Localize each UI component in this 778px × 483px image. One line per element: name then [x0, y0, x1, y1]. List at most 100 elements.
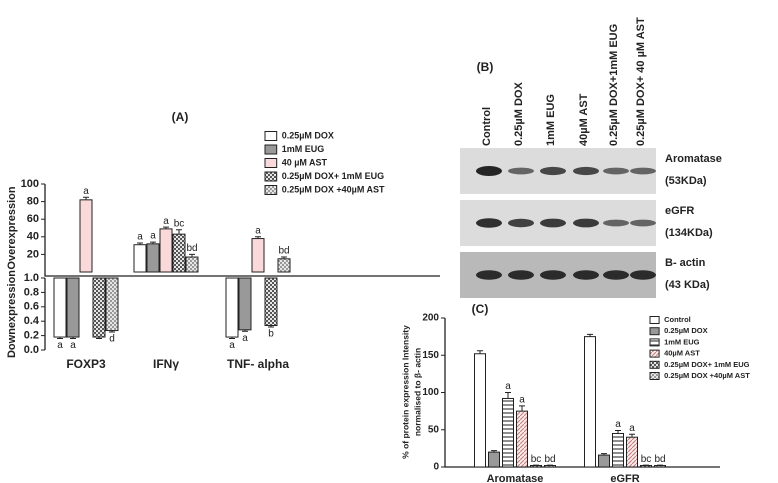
- bar: [474, 353, 486, 468]
- bar: [488, 451, 500, 468]
- lane-label: 0.25µM DOX: [513, 82, 525, 146]
- legend-label: 1mM EUG: [282, 144, 325, 154]
- legend-swatch: [264, 171, 278, 182]
- bar: [654, 465, 666, 468]
- significance-letter: a: [519, 395, 525, 406]
- x-tick-label: IFNγ: [153, 357, 179, 371]
- error-bar: [229, 337, 235, 339]
- legend-swatch: [264, 144, 278, 155]
- significance-letter: d: [109, 334, 115, 345]
- y-tick-label: 50: [428, 424, 440, 435]
- y-tick-label: 80: [27, 196, 39, 208]
- y-tick-label: 0.6: [24, 301, 39, 313]
- blot-band: [508, 218, 534, 228]
- error-bar: [57, 337, 63, 339]
- y-tick-label: 0.8: [24, 286, 39, 298]
- legend-label: Control: [664, 315, 691, 324]
- significance-letter: a: [70, 340, 76, 351]
- bar: [79, 199, 93, 273]
- y-tick-label: 0: [433, 462, 439, 473]
- bar: [264, 277, 278, 327]
- bar: [105, 277, 119, 332]
- significance-letter: a: [229, 340, 235, 351]
- bar: [251, 238, 265, 273]
- blot-band: [603, 270, 629, 280]
- error-bar: [615, 429, 621, 434]
- significance-letter: a: [150, 231, 156, 242]
- bar: [516, 410, 528, 468]
- bar: [612, 432, 624, 468]
- bar: [172, 233, 186, 273]
- legend-label: 40µM AST: [664, 349, 700, 358]
- bar: [544, 465, 556, 468]
- legend-swatch: [264, 158, 278, 168]
- y-tick-label: 100: [21, 178, 39, 190]
- significance-letter: bc: [641, 454, 652, 465]
- y-tick-label: 100: [422, 387, 439, 398]
- lane-label: Control: [481, 107, 493, 146]
- error-bar: [491, 450, 497, 453]
- panel-b-title: (B): [477, 60, 494, 74]
- y-tick-label: 0.0: [24, 344, 39, 356]
- y-axis-title: % of protein expression Intensity: [400, 325, 410, 459]
- bar: [277, 258, 291, 273]
- legend-label: 0.25µM DOX+ 1mM EUG: [282, 171, 384, 181]
- blot-band: [476, 218, 502, 228]
- x-tick-label: FOXP3: [66, 357, 106, 371]
- blot-band: [630, 167, 656, 175]
- x-tick-label: TNF- alpha: [227, 357, 289, 371]
- significance-letter: bd: [278, 246, 289, 257]
- legend-label: 0.25µM DOX+ 1mM EUG: [664, 360, 750, 369]
- error-bar: [601, 453, 607, 456]
- legend-label: 1mM EUG: [664, 337, 700, 346]
- panel-a-title: (A): [172, 110, 189, 124]
- blot-band: [630, 270, 656, 280]
- significance-letter: a: [505, 381, 511, 392]
- y-tick-label: 0.2: [24, 330, 39, 342]
- lane-label: 1mM EUG: [545, 94, 557, 146]
- error-bar: [189, 253, 195, 258]
- y-tick-label: 0.4: [24, 315, 40, 327]
- error-bar: [505, 392, 511, 399]
- row-size: (134KDa): [665, 227, 713, 239]
- bar: [133, 244, 147, 273]
- legend-swatch: [264, 131, 278, 141]
- bar: [66, 277, 80, 338]
- significance-letter: a: [255, 225, 261, 236]
- y-tick-label: 1.0: [24, 272, 39, 284]
- error-bar: [268, 325, 274, 328]
- significance-letter: bd: [654, 454, 665, 465]
- error-bar: [83, 196, 89, 200]
- blot-band: [540, 166, 566, 176]
- legend-label: 0.25µM DOX +40µM AST: [282, 184, 385, 194]
- blot-band: [476, 166, 502, 176]
- bar: [584, 336, 596, 468]
- legend-swatch: [649, 372, 660, 380]
- legend-label: 0.25µM DOX: [282, 130, 334, 140]
- legend-label: 40 µM AST: [282, 157, 328, 167]
- bar: [159, 228, 173, 273]
- significance-letter: a: [615, 419, 621, 430]
- error-bar: [70, 337, 76, 339]
- error-bar: [629, 433, 635, 438]
- significance-letter: a: [83, 186, 89, 197]
- error-bar: [137, 242, 143, 245]
- legend-swatch: [264, 185, 278, 195]
- y-axis-title: Overexpression: [6, 186, 18, 269]
- error-bar: [150, 241, 156, 244]
- y-tick-label: 150: [422, 350, 439, 361]
- error-bar: [587, 333, 593, 337]
- legend-swatch: [649, 360, 660, 369]
- y-tick-label: 40: [27, 231, 39, 243]
- y-axis-title: normalised to β- actin: [412, 348, 422, 436]
- error-bar: [477, 350, 483, 354]
- blot-band: [573, 218, 599, 228]
- significance-letter: a: [242, 333, 248, 344]
- blot-band: [603, 219, 629, 227]
- error-bar: [255, 236, 261, 239]
- error-bar: [242, 329, 248, 332]
- significance-letter: a: [57, 340, 63, 351]
- bar: [225, 277, 239, 338]
- y-axis-title: Downexpression: [6, 270, 18, 358]
- row-label: B- actin: [665, 257, 706, 269]
